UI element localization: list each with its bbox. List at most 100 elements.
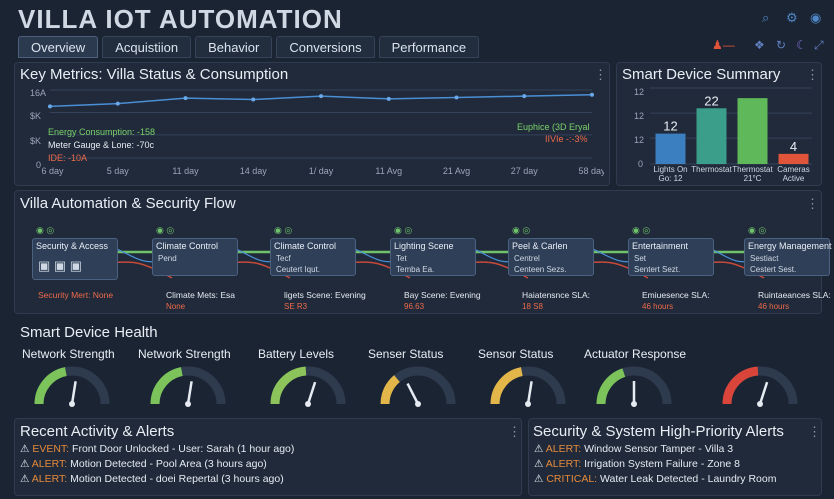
stage-alert: 18 S8 [522, 302, 543, 311]
x-tick-label: 21 Avg [443, 166, 470, 176]
tab-overview[interactable]: Overview [18, 36, 99, 58]
stage-title: Climate Control [156, 241, 219, 251]
gauge-hub [69, 401, 75, 407]
user-icon[interactable]: ◉ [810, 10, 822, 25]
activity-row[interactable]: ⚠ ALERT: Motion Detected - Pool Area (3 … [20, 458, 267, 470]
activity-row[interactable]: ⚠ ALERT: Motion Detected - doei Repertal… [20, 473, 284, 485]
gauge-fill [270, 366, 307, 405]
flow-stage[interactable] [744, 238, 830, 276]
y-tick: 16A [30, 88, 47, 98]
stage-detail: Centrel [514, 254, 540, 263]
priority-row[interactable]: ⚠ CRITICAL: Water Leak Detected - Laundr… [534, 473, 777, 485]
flow-stage[interactable] [152, 238, 238, 276]
health-title: Smart Device Health [20, 324, 158, 341]
stage-alert: 46 hours [758, 302, 790, 311]
gauge-hub [525, 401, 531, 407]
gauge [596, 366, 672, 407]
legend-energy: Energy Consumption: -158 [48, 127, 156, 137]
bar-value-label: 22 [704, 93, 718, 108]
gauge-fill [722, 366, 759, 405]
app-title: VILLA IOT AUTOMATION [18, 4, 343, 34]
data-point [115, 101, 120, 106]
gauge-track [380, 366, 456, 405]
activity-row[interactable]: ⚠ EVENT: Front Door Unlocked - User: Sar… [20, 443, 295, 455]
x-tick-label: 1/ day [309, 166, 334, 176]
moon-icon[interactable]: ☾ [796, 38, 807, 52]
flow-stage[interactable] [32, 238, 118, 280]
settings-icon[interactable]: ⚙ [786, 10, 798, 25]
stage-title: Climate Control [274, 241, 337, 251]
stage-detail: Temba Ea. [396, 265, 435, 274]
stage-detail: Tecf [276, 254, 291, 263]
tab-behavior[interactable]: Behavior [195, 36, 273, 58]
gauge [150, 366, 226, 407]
stage-footer: Ruintaeances SLA: [758, 290, 831, 300]
flow-title: Villa Automation & Security Flow [20, 195, 236, 212]
bar-value-label: 4 [790, 139, 797, 154]
tab-performance[interactable]: Performance [378, 36, 480, 58]
more-icon[interactable]: ⋮ [806, 67, 819, 82]
data-point [48, 104, 52, 109]
more-icon[interactable]: ⋮ [808, 424, 821, 439]
category-label: Cameras [777, 165, 809, 174]
gauge [270, 366, 346, 407]
key-metrics-title: Key Metrics: Villa Status & Consumption [20, 66, 289, 83]
flow-stage[interactable] [270, 238, 356, 276]
grid-icon[interactable]: ❖ [754, 38, 765, 52]
stage-footer: ligets Scene: Evening [284, 290, 366, 300]
category-label: Thermostat [732, 165, 773, 174]
gauge-needle [70, 381, 77, 405]
refresh-icon[interactable]: ↻ [776, 38, 787, 52]
tab-acquisition[interactable]: Acquistiion [102, 36, 192, 58]
person-icon[interactable]: ♟— [712, 38, 735, 52]
stage-alert: 96.63 [404, 302, 425, 311]
stage-detail: Sestiact [750, 254, 779, 263]
gauge-hub [415, 401, 421, 407]
stage-icon: ◉ ◎ [632, 225, 651, 235]
more-icon[interactable]: ⋮ [508, 424, 521, 439]
tab-conversions[interactable]: Conversions [276, 36, 375, 58]
stage-icon: ◉ ◎ [512, 225, 531, 235]
bar [737, 98, 768, 164]
priority-row[interactable]: ⚠ ALERT: Irrigation System Failure - Zon… [534, 458, 740, 470]
priority-panel [528, 418, 822, 496]
y-tick: 12 [634, 135, 645, 145]
bar [778, 153, 809, 164]
activity-title: Recent Activity & Alerts [20, 423, 175, 440]
gauge-needle [526, 381, 533, 405]
stage-detail: Tet [396, 254, 407, 263]
stage-footer: Bay Scene: Evening [404, 290, 481, 300]
y-tick: 0 [36, 160, 42, 170]
stage-icon: ◉ ◎ [274, 225, 293, 235]
y-tick: 12 [634, 111, 645, 121]
gauge-fill [34, 367, 67, 405]
more-icon[interactable]: ⋮ [594, 67, 607, 82]
more-icon[interactable]: ⋮ [806, 196, 819, 211]
legend-iivie: IIVIe -:-3% [545, 134, 588, 144]
search-icon[interactable]: ⌕ [762, 10, 770, 25]
category-label: Go: 12 [658, 174, 683, 183]
data-point [454, 95, 459, 100]
flow-stage[interactable] [508, 238, 594, 276]
stage-title: Energy Management [748, 241, 832, 251]
gauge-needle [758, 381, 769, 405]
x-tick-label: 5 day [107, 166, 130, 176]
stage-detail: Sentert Sezt. [634, 265, 681, 274]
flow-stage[interactable] [628, 238, 714, 276]
gauge-hub [305, 401, 311, 407]
data-point [319, 94, 323, 99]
legend-euphice: Euphice (3D Eryal [517, 122, 590, 132]
category-label: Thermostat [691, 165, 732, 174]
stage-title: Lighting Scene [394, 241, 454, 251]
category-label: Lights On [653, 165, 687, 174]
stage-detail: Set [634, 254, 647, 263]
gauge-needle [306, 381, 317, 405]
expand-icon[interactable]: ⤢ [814, 38, 824, 52]
x-tick-label: 58 day [578, 166, 604, 176]
gauge-label: Network Strength [138, 347, 231, 361]
flow-stage[interactable] [390, 238, 476, 276]
x-tick-label: 14 day [240, 166, 268, 176]
stage-alert: SE R3 [284, 302, 308, 311]
stage-footer: Haiatensnce SLA: [522, 290, 591, 300]
priority-row[interactable]: ⚠ ALERT: Window Sensor Tamper - Villa 3 [534, 443, 734, 455]
